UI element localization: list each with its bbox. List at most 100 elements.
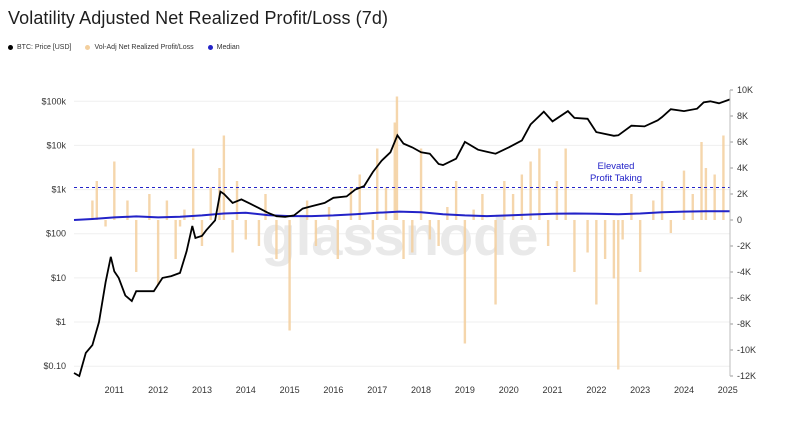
y-right-tick-label-0: -12K bbox=[737, 371, 756, 381]
pl-bar-53 bbox=[564, 148, 567, 220]
pl-bar-71 bbox=[722, 135, 725, 220]
x-axis-ticks: 2011 2012 2013 2014 2015 2016 2017 2018 2019 2020… bbox=[105, 385, 738, 395]
pl-bar-63 bbox=[652, 200, 655, 220]
pl-bar-48 bbox=[520, 174, 524, 220]
pl-bar-42 bbox=[463, 220, 467, 344]
watermark-text: glassnode bbox=[262, 204, 539, 267]
legend-label-pl: Vol-Adj Net Realized Profit/Loss bbox=[94, 44, 194, 51]
pl-bar-59 bbox=[617, 220, 620, 370]
x-tick-label-2011: 2011 bbox=[105, 385, 124, 395]
pl-bar-57 bbox=[603, 220, 607, 259]
pl-bar-14 bbox=[209, 187, 212, 220]
x-tick-label-2013: 2013 bbox=[192, 385, 212, 395]
pl-bar-19 bbox=[244, 220, 247, 240]
pl-bar-9 bbox=[174, 220, 177, 259]
y-left-tick-label-0: $0.10 bbox=[43, 361, 66, 371]
pl-bar-0 bbox=[91, 200, 94, 220]
y-right-tick-label-3: -6K bbox=[737, 293, 751, 303]
annotation-line2: Profit Taking bbox=[590, 173, 642, 184]
x-tick-label-2021: 2021 bbox=[543, 385, 563, 395]
legend-label-price: BTC: Price [USD] bbox=[17, 44, 72, 51]
pl-bar-3 bbox=[113, 161, 116, 220]
y-right-tick-label-6: 0 bbox=[737, 215, 742, 225]
legend-swatch-median bbox=[207, 45, 213, 50]
pl-bar-6 bbox=[148, 194, 151, 220]
pl-bar-26 bbox=[327, 207, 331, 220]
y-left-tick-label-5: $10k bbox=[46, 140, 66, 150]
pl-bar-46 bbox=[503, 181, 506, 220]
pl-bar-33 bbox=[393, 122, 396, 220]
pl-bar-51 bbox=[546, 220, 550, 246]
pl-bar-64 bbox=[660, 181, 664, 220]
annotation-line1: Elevated bbox=[598, 161, 635, 172]
pl-bar-37 bbox=[419, 148, 423, 220]
pl-bar-31 bbox=[376, 148, 379, 220]
y-right-tick-label-7: 2K bbox=[737, 189, 748, 199]
legend-item-pl[interactable]: Vol-Adj Net Realized Profit/Loss bbox=[85, 44, 194, 51]
pl-bar-7 bbox=[156, 220, 160, 285]
legend-swatch-price bbox=[8, 45, 13, 50]
pl-bar-23 bbox=[288, 220, 291, 331]
median-line bbox=[73, 210, 730, 221]
y-right-ticks: -12K -10K -8K -6K -4K -2K 0 2K 4K 6K 8K 10K bbox=[730, 85, 756, 381]
y-right-tick-label-1: -10K bbox=[737, 345, 756, 355]
y-right-tick-label-4: -4K bbox=[737, 267, 751, 277]
y-right-tick-label-9: 6K bbox=[737, 137, 748, 147]
x-tick-label-2017: 2017 bbox=[367, 385, 387, 395]
pl-bar-39 bbox=[437, 220, 440, 246]
x-tick-label-2015: 2015 bbox=[280, 385, 300, 395]
pl-bar-34 bbox=[395, 96, 399, 220]
pl-bar-35 bbox=[402, 220, 405, 259]
pl-bar-50 bbox=[538, 148, 541, 220]
y-left-tick-label-3: $100 bbox=[46, 229, 66, 239]
pl-bar-16 bbox=[222, 135, 226, 220]
y-left-tick-label-6: $100k bbox=[41, 96, 66, 106]
pl-bar-54 bbox=[573, 220, 576, 272]
pl-bar-61 bbox=[630, 194, 633, 220]
legend-label-median: Median bbox=[216, 44, 240, 51]
pl-bar-41 bbox=[454, 181, 458, 220]
x-tick-label-2014: 2014 bbox=[236, 385, 256, 395]
pl-bar-25 bbox=[314, 220, 318, 246]
pl-bar-49 bbox=[529, 161, 532, 220]
pl-bar-11 bbox=[183, 209, 186, 220]
x-tick-label-2025: 2025 bbox=[718, 385, 738, 395]
pl-bar-52 bbox=[555, 181, 559, 220]
x-tick-label-2024: 2024 bbox=[674, 385, 694, 395]
pl-bar-1 bbox=[95, 181, 98, 220]
price-line bbox=[73, 98, 731, 378]
pl-bar-62 bbox=[638, 220, 642, 272]
x-tick-label-2018: 2018 bbox=[411, 385, 431, 395]
x-tick-label-2022: 2022 bbox=[586, 385, 606, 395]
y-left-tick-label-4: $1k bbox=[51, 185, 66, 195]
pl-bar-28 bbox=[349, 187, 353, 220]
pl-bar-47 bbox=[511, 194, 515, 220]
pl-bar-70 bbox=[713, 174, 716, 220]
pl-bar-24 bbox=[305, 200, 309, 220]
pl-bar-29 bbox=[358, 174, 361, 220]
x-tick-label-2016: 2016 bbox=[323, 385, 343, 395]
pl-bar-67 bbox=[691, 194, 694, 220]
pl-bar-45 bbox=[494, 220, 497, 305]
pl-bar-68 bbox=[700, 142, 703, 220]
x-tick-label-2023: 2023 bbox=[630, 385, 650, 395]
chart-title: Volatility Adjusted Net Realized Profit/… bbox=[8, 8, 389, 28]
legend-item-price[interactable]: BTC: Price [USD] bbox=[8, 44, 71, 51]
pl-bar-21 bbox=[264, 194, 267, 220]
pl-bar-55 bbox=[586, 220, 589, 253]
pl-bar-36 bbox=[411, 220, 414, 253]
y-right-tick-label-8: 4K bbox=[737, 163, 748, 173]
pl-bar-13 bbox=[200, 220, 204, 246]
chart-legend: BTC: Price [USD] Vol-Adj Net Realized Pr… bbox=[8, 44, 240, 51]
pl-bar-4 bbox=[126, 200, 129, 220]
pl-bar-5 bbox=[135, 220, 138, 272]
pl-bar-60 bbox=[621, 220, 624, 240]
y-right-tick-label-11: 10K bbox=[737, 85, 753, 95]
legend-item-median[interactable]: Median bbox=[207, 44, 240, 51]
pl-bar-20 bbox=[257, 220, 261, 246]
y-left-tick-label-2: $10 bbox=[51, 273, 66, 283]
y-right-tick-label-5: -2K bbox=[737, 241, 751, 251]
y-left-tick-label-1: $1 bbox=[56, 317, 66, 327]
pl-bar-38 bbox=[428, 220, 432, 240]
